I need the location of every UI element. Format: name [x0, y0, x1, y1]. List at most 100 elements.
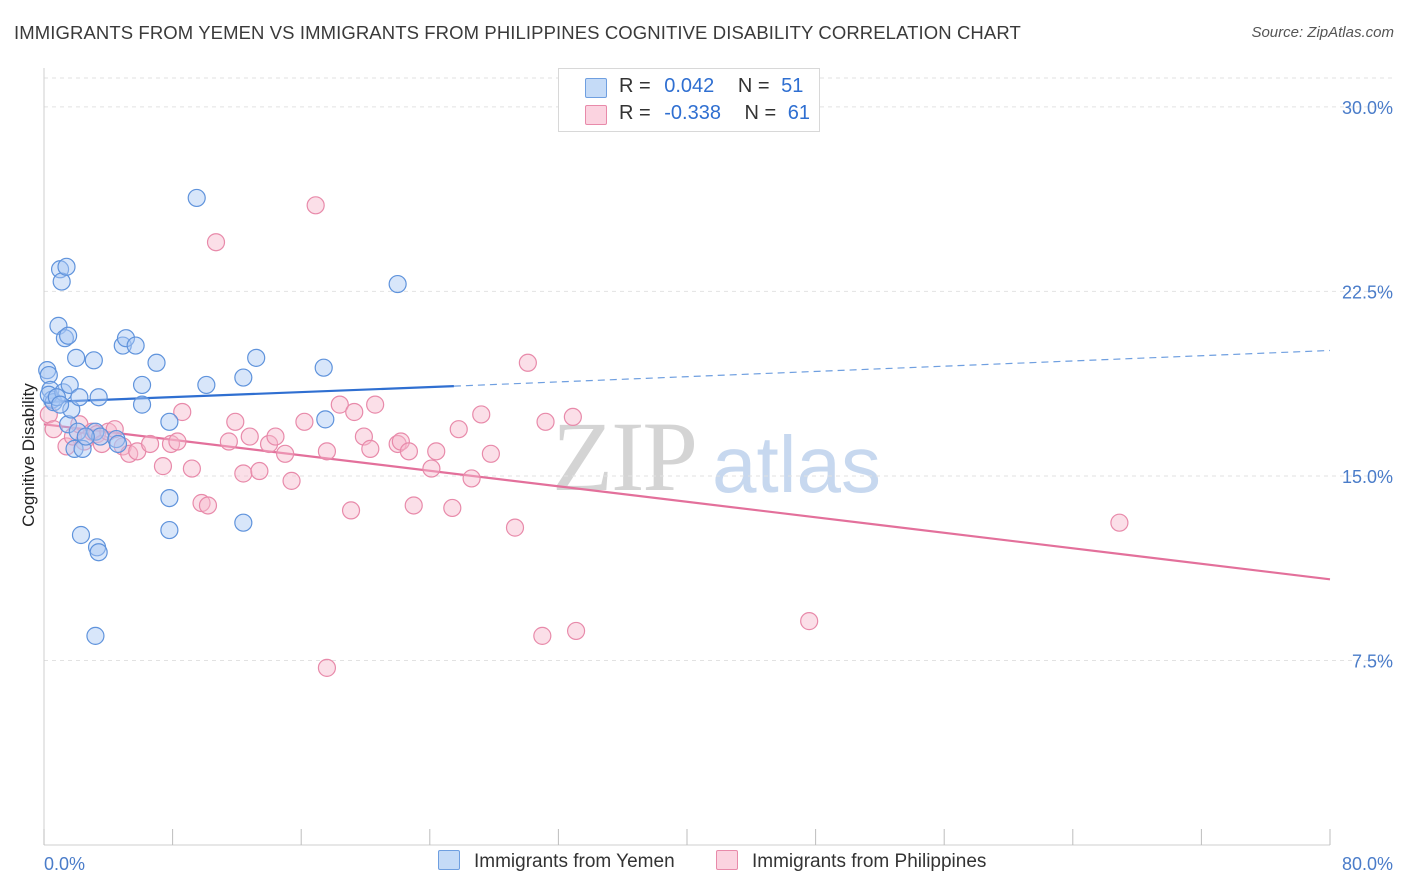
point-yemen: [388, 274, 407, 294]
series-legend-yemen: Immigrants from Yemen: [438, 850, 675, 873]
y-tick-label: 7.5%: [1352, 651, 1393, 671]
point-yemen: [84, 351, 103, 370]
point-yemen: [314, 358, 333, 377]
trend-lines: [43, 349, 1331, 581]
point-philippines: [266, 427, 285, 446]
y-tick-label: 15.0%: [1342, 467, 1393, 487]
point-philippines: [250, 461, 269, 481]
point-philippines: [481, 444, 500, 463]
legend-r-label: R =: [619, 75, 651, 97]
series-name-yemen: Immigrants from Yemen: [474, 851, 675, 872]
point-philippines: [173, 402, 192, 422]
point-philippines: [427, 442, 446, 461]
point-yemen: [234, 368, 253, 387]
point-yemen: [147, 353, 166, 372]
point-yemen: [316, 410, 335, 429]
point-philippines: [1110, 513, 1129, 532]
point-philippines: [44, 420, 63, 439]
point-yemen: [126, 336, 145, 355]
point-philippines: [404, 496, 423, 515]
point-yemen: [234, 513, 253, 532]
point-philippines: [366, 395, 385, 414]
point-philippines: [182, 459, 201, 478]
point-yemen: [86, 626, 105, 645]
legend-r-value: 0.042: [664, 75, 715, 97]
point-philippines: [198, 496, 218, 515]
point-yemen: [50, 395, 70, 414]
point-philippines: [462, 469, 481, 488]
y-tick-label: 30.0%: [1342, 98, 1393, 118]
point-yemen: [89, 543, 108, 562]
series-swatch-philippines: [716, 850, 738, 870]
series-legend-philippines: Immigrants from Philippines: [716, 850, 986, 873]
point-philippines: [206, 233, 226, 252]
source-label: Source: ZipAtlas.com: [1251, 24, 1394, 41]
point-yemen: [197, 375, 216, 395]
point-yemen: [132, 395, 152, 414]
point-yemen: [67, 348, 86, 367]
point-philippines: [259, 434, 279, 454]
x-tick-label: 80.0%: [1342, 854, 1393, 874]
y-axis-label: Cognitive Disability: [19, 383, 38, 527]
point-philippines: [345, 402, 364, 422]
point-philippines: [234, 464, 253, 483]
point-philippines: [153, 457, 173, 476]
trend-line-yemen-extension: [453, 349, 1331, 387]
legend-r-label: R =: [619, 102, 651, 124]
point-philippines: [800, 612, 819, 631]
point-philippines: [536, 412, 555, 431]
point-philippines: [443, 498, 462, 518]
point-yemen: [160, 488, 179, 508]
point-philippines: [306, 196, 325, 215]
point-yemen: [76, 427, 95, 446]
point-philippines: [226, 412, 245, 431]
point-philippines: [341, 501, 361, 520]
trend-line-philippines: [43, 423, 1331, 581]
point-philippines: [276, 444, 295, 463]
point-yemen: [187, 188, 206, 208]
point-philippines: [295, 412, 314, 431]
point-yemen: [39, 365, 58, 385]
point-philippines: [330, 395, 349, 414]
point-philippines: [472, 405, 491, 424]
point-yemen: [160, 520, 179, 540]
chart-title: IMMIGRANTS FROM YEMEN VS IMMIGRANTS FROM…: [14, 22, 1021, 43]
x-tick-label: 0.0%: [44, 854, 85, 874]
point-philippines: [113, 437, 132, 456]
point-yemen: [52, 272, 71, 291]
point-philippines: [168, 432, 187, 451]
point-yemen: [57, 257, 76, 276]
point-yemen: [89, 388, 108, 407]
point-yemen: [71, 525, 91, 545]
point-philippines: [563, 407, 582, 427]
legend-n-value: 61: [787, 102, 811, 124]
legend-swatch-yemen: [585, 78, 607, 98]
tick-labels: 7.5% 15.0% 22.5% 30.0% 0.0% 80.0%: [44, 98, 1393, 874]
point-philippines: [449, 420, 468, 439]
point-yemen: [247, 348, 266, 367]
trend-line-yemen: [43, 385, 454, 404]
point-yemen: [59, 415, 78, 434]
point-yemen: [132, 375, 152, 395]
legend-n-label: N =: [737, 75, 770, 97]
legend-r-value: -0.338: [664, 102, 721, 124]
point-philippines: [533, 626, 552, 645]
point-philippines: [388, 434, 407, 454]
point-yemen: [116, 329, 136, 348]
point-yemen: [108, 434, 128, 454]
point-yemen: [59, 326, 78, 345]
point-philippines: [422, 459, 441, 478]
series-swatch-yemen: [438, 850, 460, 870]
point-philippines: [566, 621, 586, 641]
point-philippines: [219, 432, 238, 451]
point-philippines: [505, 518, 525, 537]
stats-legend: R = 0.042 N = 51 R = -0.338 N = 61: [558, 68, 820, 132]
point-yemen: [70, 388, 89, 407]
point-yemen: [160, 412, 179, 431]
point-philippines: [240, 427, 259, 446]
point-philippines: [282, 471, 301, 490]
legend-swatch-philippines: [585, 105, 607, 125]
point-yemen: [55, 329, 74, 348]
axes: [43, 68, 1331, 846]
